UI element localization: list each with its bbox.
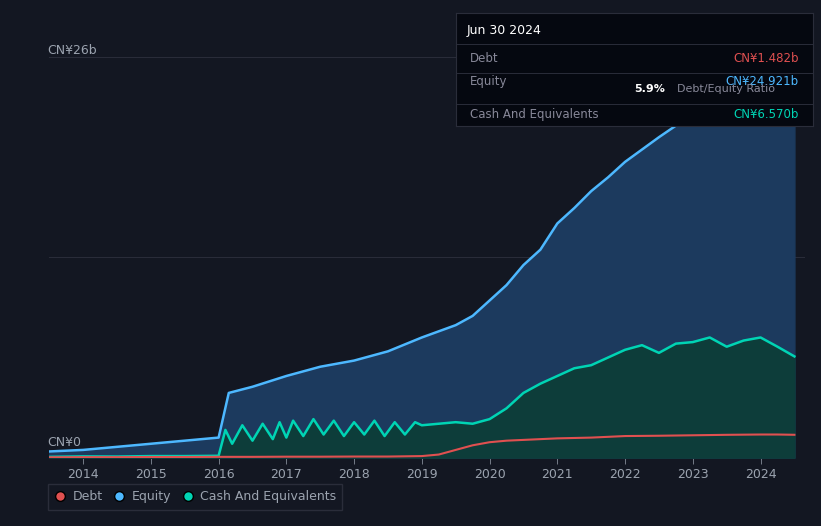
Legend: Debt, Equity, Cash And Equivalents: Debt, Equity, Cash And Equivalents <box>48 484 342 510</box>
Text: Debt: Debt <box>470 52 498 65</box>
Text: CN¥24.921b: CN¥24.921b <box>726 75 799 88</box>
Text: CN¥1.482b: CN¥1.482b <box>733 52 799 65</box>
Text: CN¥26b: CN¥26b <box>47 44 97 57</box>
Text: CN¥6.570b: CN¥6.570b <box>733 108 799 122</box>
Text: CN¥0: CN¥0 <box>47 436 81 449</box>
Text: Jun 30 2024: Jun 30 2024 <box>466 24 541 37</box>
Text: 5.9%: 5.9% <box>635 85 665 95</box>
Text: Cash And Equivalents: Cash And Equivalents <box>470 108 599 122</box>
Text: Debt/Equity Ratio: Debt/Equity Ratio <box>677 85 775 95</box>
Text: Equity: Equity <box>470 75 507 88</box>
